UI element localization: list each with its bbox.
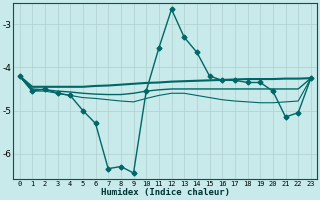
X-axis label: Humidex (Indice chaleur): Humidex (Indice chaleur) <box>101 188 230 197</box>
